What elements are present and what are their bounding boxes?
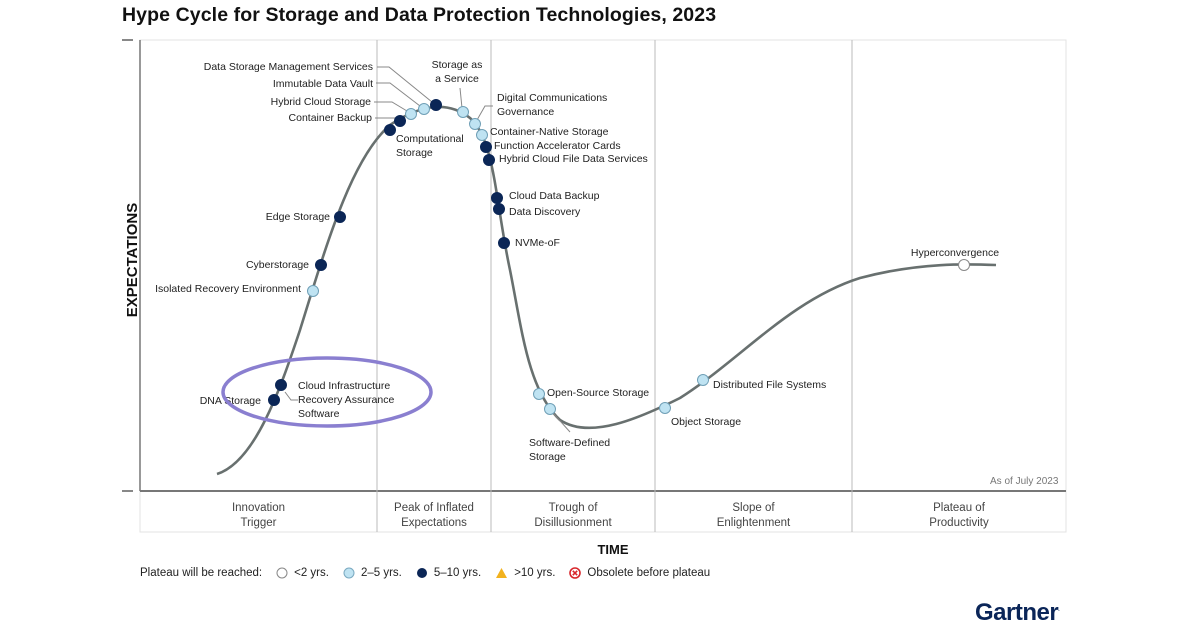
obsolete-x-icon [569, 567, 582, 579]
point-object-storage[interactable] [659, 402, 671, 414]
leader-line-storage-as-a-service [459, 87, 463, 109]
point-computational-storage[interactable] [384, 124, 396, 136]
point-label-dna-storage: DNA Storage [200, 395, 261, 407]
x-axis-label: TIME [597, 542, 628, 557]
point-label-function-accelerator-cards: Function Accelerator Cards [494, 140, 621, 152]
point-label-cloud-infrastructure-recovery-assurance-software: Cloud Infrastructure [298, 380, 390, 392]
point-dna-storage[interactable] [268, 394, 280, 406]
phase-label: Disillusionment [534, 517, 612, 529]
point-label-object-storage: Object Storage [671, 416, 741, 428]
point-label-hyperconvergence: Hyperconvergence [911, 247, 999, 259]
point-label-hybrid-cloud-file-data-services: Hybrid Cloud File Data Services [499, 153, 648, 165]
point-label-computational-storage: Storage [396, 147, 433, 159]
leader-line-immutable-data-vault [376, 82, 421, 107]
point-data-discovery[interactable] [493, 203, 505, 215]
phase-label: Enlightenment [717, 517, 791, 529]
point-label-software-defined-storage: Software-Defined [529, 437, 610, 449]
point-hybrid-cloud-file-data-services[interactable] [483, 154, 495, 166]
point-label-edge-storage: Edge Storage [266, 211, 330, 223]
leader-line-hybrid-cloud-storage [374, 101, 408, 112]
point-hyperconvergence[interactable] [958, 259, 970, 271]
point-label-storage-as-a-service: a Service [435, 73, 479, 85]
highlight-ellipse [221, 356, 433, 428]
point-label-data-discovery: Data Discovery [509, 206, 581, 218]
point-label-digital-communications-governance: Digital Communications [497, 92, 607, 104]
point-label-cyberstorage: Cyberstorage [246, 259, 309, 271]
as-of-date: As of July 2023 [990, 476, 1059, 487]
phase-label: Peak of Inflated [394, 502, 474, 514]
point-label-data-storage-management-services: Data Storage Management Services [204, 61, 373, 73]
point-container-backup[interactable] [394, 115, 406, 127]
phase-label: Productivity [929, 517, 989, 529]
light-blue-circle-icon [343, 567, 355, 579]
point-isolated-recovery-environment[interactable] [307, 285, 319, 297]
gartner-logo: Gartner. [975, 599, 1060, 626]
legend: Plateau will be reached: <2 yrs. 2–5 yrs… [140, 567, 710, 579]
point-software-defined-storage[interactable] [544, 403, 556, 415]
point-nvme-of[interactable] [498, 237, 510, 249]
legend-item-obsolete: Obsolete before plateau [569, 567, 710, 579]
point-label-container-native-storage: Container-Native Storage [490, 126, 609, 138]
point-label-hybrid-cloud-storage: Hybrid Cloud Storage [271, 96, 372, 108]
point-label-open-source-storage: Open-Source Storage [547, 387, 649, 399]
point-cyberstorage[interactable] [315, 259, 327, 271]
legend-item-2to5: 2–5 yrs. [343, 567, 402, 579]
point-label-container-backup: Container Backup [289, 112, 373, 124]
phase-label: Trough of [549, 502, 599, 514]
phase-label: Plateau of [933, 502, 986, 514]
hype-curve [216, 105, 997, 476]
legend-item-gt10: >10 yrs. [495, 567, 555, 579]
point-label-nvme-of: NVMe-oF [515, 237, 560, 249]
leader-line-data-storage-management-services [377, 66, 433, 103]
point-label-digital-communications-governance: Governance [497, 106, 554, 118]
point-storage-as-a-service[interactable] [457, 106, 469, 118]
phase-label: Expectations [401, 517, 467, 529]
point-function-accelerator-cards[interactable] [480, 141, 492, 153]
legend-item-5to10: 5–10 yrs. [416, 567, 481, 579]
triangle-icon [496, 568, 508, 578]
point-hybrid-cloud-storage[interactable] [405, 108, 417, 120]
point-label-computational-storage: Computational [396, 133, 464, 145]
point-edge-storage[interactable] [334, 211, 346, 223]
open-circle-icon [276, 567, 288, 579]
point-digital-communications-governance[interactable] [469, 118, 481, 130]
point-cloud-data-backup[interactable] [491, 192, 503, 204]
point-label-distributed-file-systems: Distributed File Systems [713, 379, 826, 391]
point-immutable-data-vault[interactable] [418, 103, 430, 115]
phase-label: Slope of [732, 502, 775, 514]
point-label-isolated-recovery-environment: Isolated Recovery Environment [155, 283, 301, 295]
point-label-cloud-data-backup: Cloud Data Backup [509, 190, 600, 202]
y-axis-label: EXPECTATIONS [124, 203, 141, 317]
leader-line-cloud-infrastructure-recovery-assurance-software [284, 391, 298, 401]
point-label-cloud-infrastructure-recovery-assurance-software: Recovery Assurance [298, 394, 394, 406]
legend-item-lt2: <2 yrs. [276, 567, 329, 579]
point-open-source-storage[interactable] [533, 388, 545, 400]
leader-line-software-defined-storage [552, 412, 571, 433]
leader-line-digital-communications-governance [476, 105, 493, 121]
point-distributed-file-systems[interactable] [697, 374, 709, 386]
point-cloud-infrastructure-recovery-assurance-software[interactable] [275, 379, 287, 391]
point-label-cloud-infrastructure-recovery-assurance-software: Software [298, 408, 340, 420]
point-container-native-storage[interactable] [476, 129, 488, 141]
phase-label: Innovation [232, 502, 285, 514]
dark-blue-circle-icon [416, 568, 427, 578]
point-data-storage-management-services[interactable] [430, 99, 442, 111]
point-label-software-defined-storage: Storage [529, 451, 566, 463]
phase-label: Trigger [241, 517, 277, 529]
legend-title: Plateau will be reached: [140, 567, 263, 579]
chart-title: Hype Cycle for Storage and Data Protecti… [122, 4, 717, 26]
point-label-immutable-data-vault: Immutable Data Vault [273, 78, 373, 90]
point-label-storage-as-a-service: Storage as [432, 59, 483, 71]
